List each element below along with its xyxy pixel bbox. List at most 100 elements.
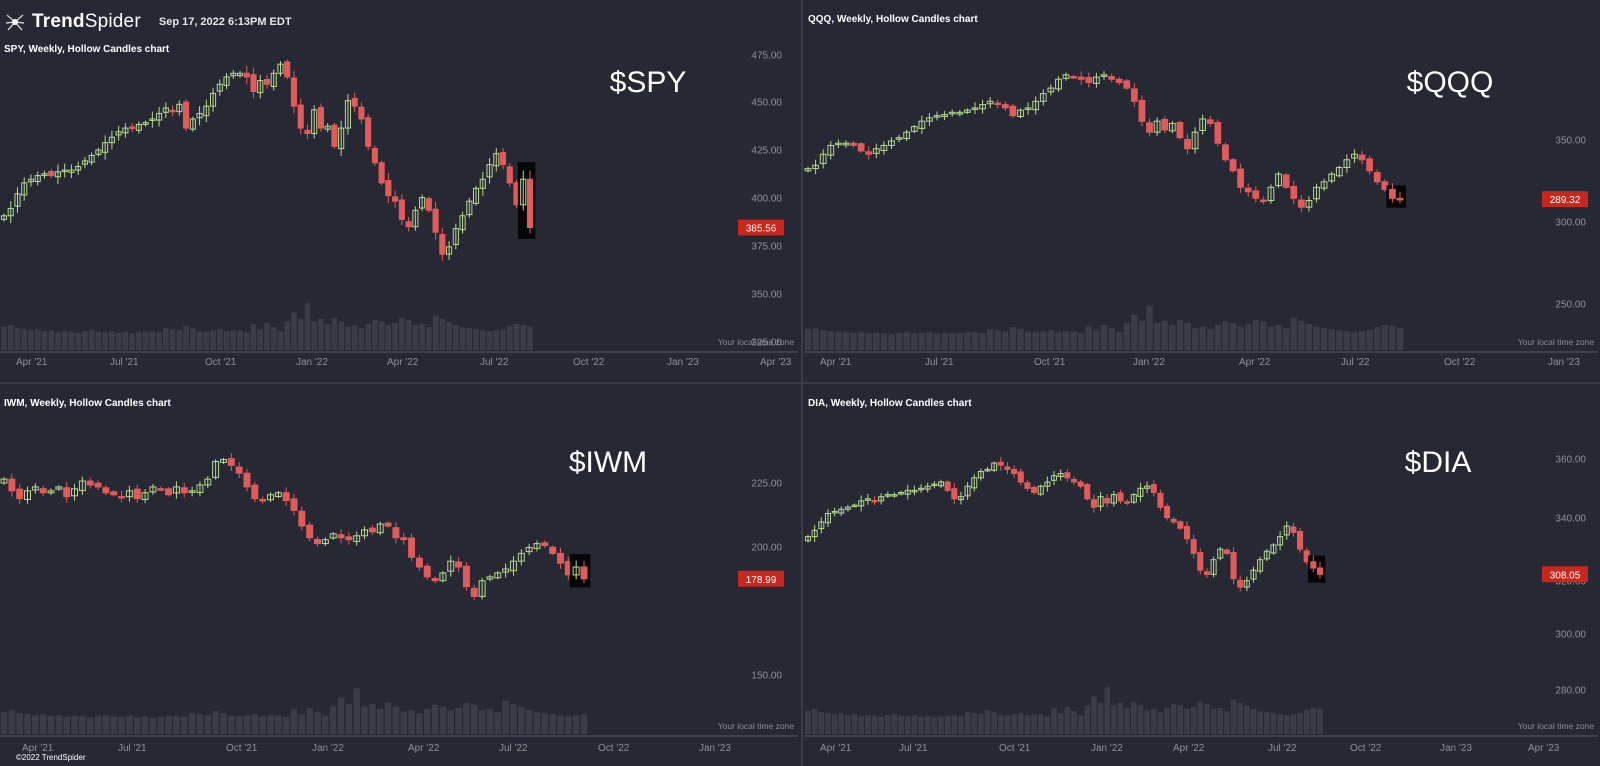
candle: [141, 489, 149, 504]
candle-body: [267, 494, 274, 501]
candle-body: [884, 494, 891, 497]
candle: [827, 141, 835, 160]
candle-body: [165, 488, 173, 496]
volume-bar: [405, 319, 412, 350]
volume-bar: [68, 331, 75, 350]
candle-body: [243, 472, 251, 488]
volume-bar: [210, 330, 216, 350]
candle-body: [408, 537, 416, 558]
chart-title: DIA, Weekly, Hollow Candles chart: [808, 398, 972, 409]
candle: [1257, 556, 1264, 574]
volume-bar: [376, 709, 384, 734]
candle-body: [7, 207, 14, 217]
candle: [61, 163, 68, 178]
volume-bar: [951, 715, 958, 734]
candle-body: [1191, 131, 1199, 150]
candle: [1108, 73, 1115, 83]
volume-bar: [324, 324, 331, 350]
candle: [172, 481, 180, 499]
candle: [353, 531, 361, 546]
candle: [1123, 79, 1131, 90]
candle: [1070, 476, 1078, 485]
candle: [162, 102, 169, 119]
candle-body: [979, 104, 986, 110]
volume-bar: [318, 318, 324, 350]
volume-bar: [447, 710, 455, 734]
candle-body: [1270, 544, 1277, 554]
candle: [1282, 173, 1290, 190]
candle-body: [1257, 559, 1264, 572]
candle-body: [1024, 107, 1032, 110]
candle: [1190, 534, 1197, 559]
candle-body: [1070, 76, 1078, 79]
candle: [819, 149, 827, 169]
candle-body: [1328, 173, 1336, 182]
candle-body: [1047, 87, 1055, 93]
volume-bar: [400, 711, 408, 734]
volume-bar: [298, 714, 306, 734]
candle: [250, 68, 257, 99]
candle: [419, 194, 426, 212]
volume-bar: [75, 332, 82, 350]
candle: [423, 563, 431, 580]
volume-bar: [71, 715, 78, 734]
last-price-badge: 178.99: [738, 570, 784, 587]
volume-bar: [180, 716, 188, 734]
y-tick-label: 325.00: [751, 338, 782, 349]
candle: [24, 486, 31, 504]
volume-bar: [369, 703, 376, 734]
candle-body: [957, 496, 964, 501]
candle: [1313, 183, 1320, 203]
volume-bar: [1396, 327, 1404, 350]
candle: [549, 545, 557, 556]
candle: [880, 141, 888, 155]
candle: [88, 152, 95, 166]
candle: [466, 198, 473, 218]
volume-bar: [129, 333, 135, 350]
volume-bar: [500, 329, 506, 350]
candle-body: [1250, 569, 1257, 580]
candle-body: [68, 169, 75, 173]
candle-body: [1084, 484, 1091, 500]
candle-body: [118, 495, 126, 499]
candle: [1017, 468, 1024, 486]
candle: [297, 98, 304, 135]
volume-bar: [986, 329, 994, 350]
volume-bar: [251, 714, 259, 734]
candle: [344, 94, 351, 135]
candle: [196, 481, 204, 497]
candle-body: [1115, 78, 1123, 84]
candle: [1222, 142, 1229, 163]
candle: [251, 481, 259, 503]
candle: [1047, 84, 1055, 96]
volume-bar: [102, 715, 110, 734]
candle: [1037, 484, 1044, 496]
volume-bar: [502, 700, 509, 734]
volume-bar: [306, 708, 313, 734]
volume-bar: [304, 303, 311, 350]
candle: [1229, 158, 1237, 173]
candle: [41, 170, 48, 179]
volume-bar: [88, 330, 95, 350]
candle: [818, 517, 825, 534]
volume-bar: [1229, 322, 1237, 350]
candle-body: [1358, 154, 1366, 161]
last-price-text: 308.05: [1550, 570, 1581, 581]
candle: [1097, 491, 1104, 512]
candle-body: [1263, 550, 1270, 560]
last-price-text: 289.32: [1550, 195, 1581, 206]
candle-body: [911, 489, 918, 493]
candle-body: [1351, 153, 1358, 159]
volume-bar: [452, 325, 459, 350]
candle-body: [1100, 74, 1108, 77]
candle-body: [472, 187, 480, 204]
candle-body: [1161, 118, 1169, 131]
candle-body: [1366, 158, 1374, 172]
candle-body: [844, 506, 851, 510]
volume-bar: [21, 329, 28, 350]
candle: [321, 537, 329, 546]
volume-bar: [1064, 706, 1071, 734]
volume-bar: [1275, 325, 1282, 350]
volume-series: [1, 303, 533, 350]
candle: [204, 476, 212, 488]
